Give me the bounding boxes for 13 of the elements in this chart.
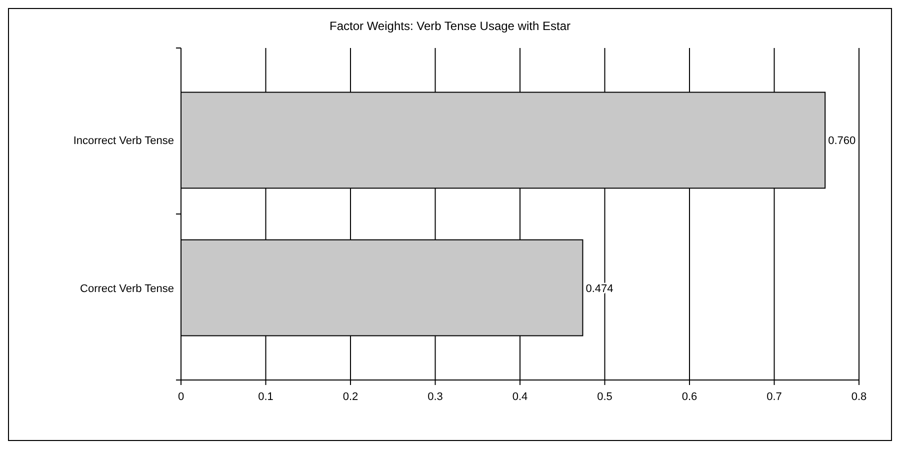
x-tick-label: 0.2	[342, 391, 358, 403]
y-tick-label: Correct Verb Tense	[80, 282, 174, 295]
x-tick-label: 0.5	[597, 391, 612, 403]
data-label: 0.760	[828, 135, 856, 148]
x-tick-label: 0	[178, 391, 184, 403]
y-tick-label: Incorrect Verb Tense	[73, 135, 174, 148]
x-tick-label: 0.7	[766, 391, 782, 403]
x-tick-label: 0.4	[512, 391, 528, 403]
x-tick-label: 0.8	[851, 391, 867, 403]
x-tick-label: 0.6	[682, 391, 698, 403]
x-tick-label: 0.3	[428, 391, 443, 403]
chart-title: Factor Weights: Verb Tense Usage with Estar	[329, 19, 571, 33]
x-tick-label: 0.1	[258, 391, 274, 403]
